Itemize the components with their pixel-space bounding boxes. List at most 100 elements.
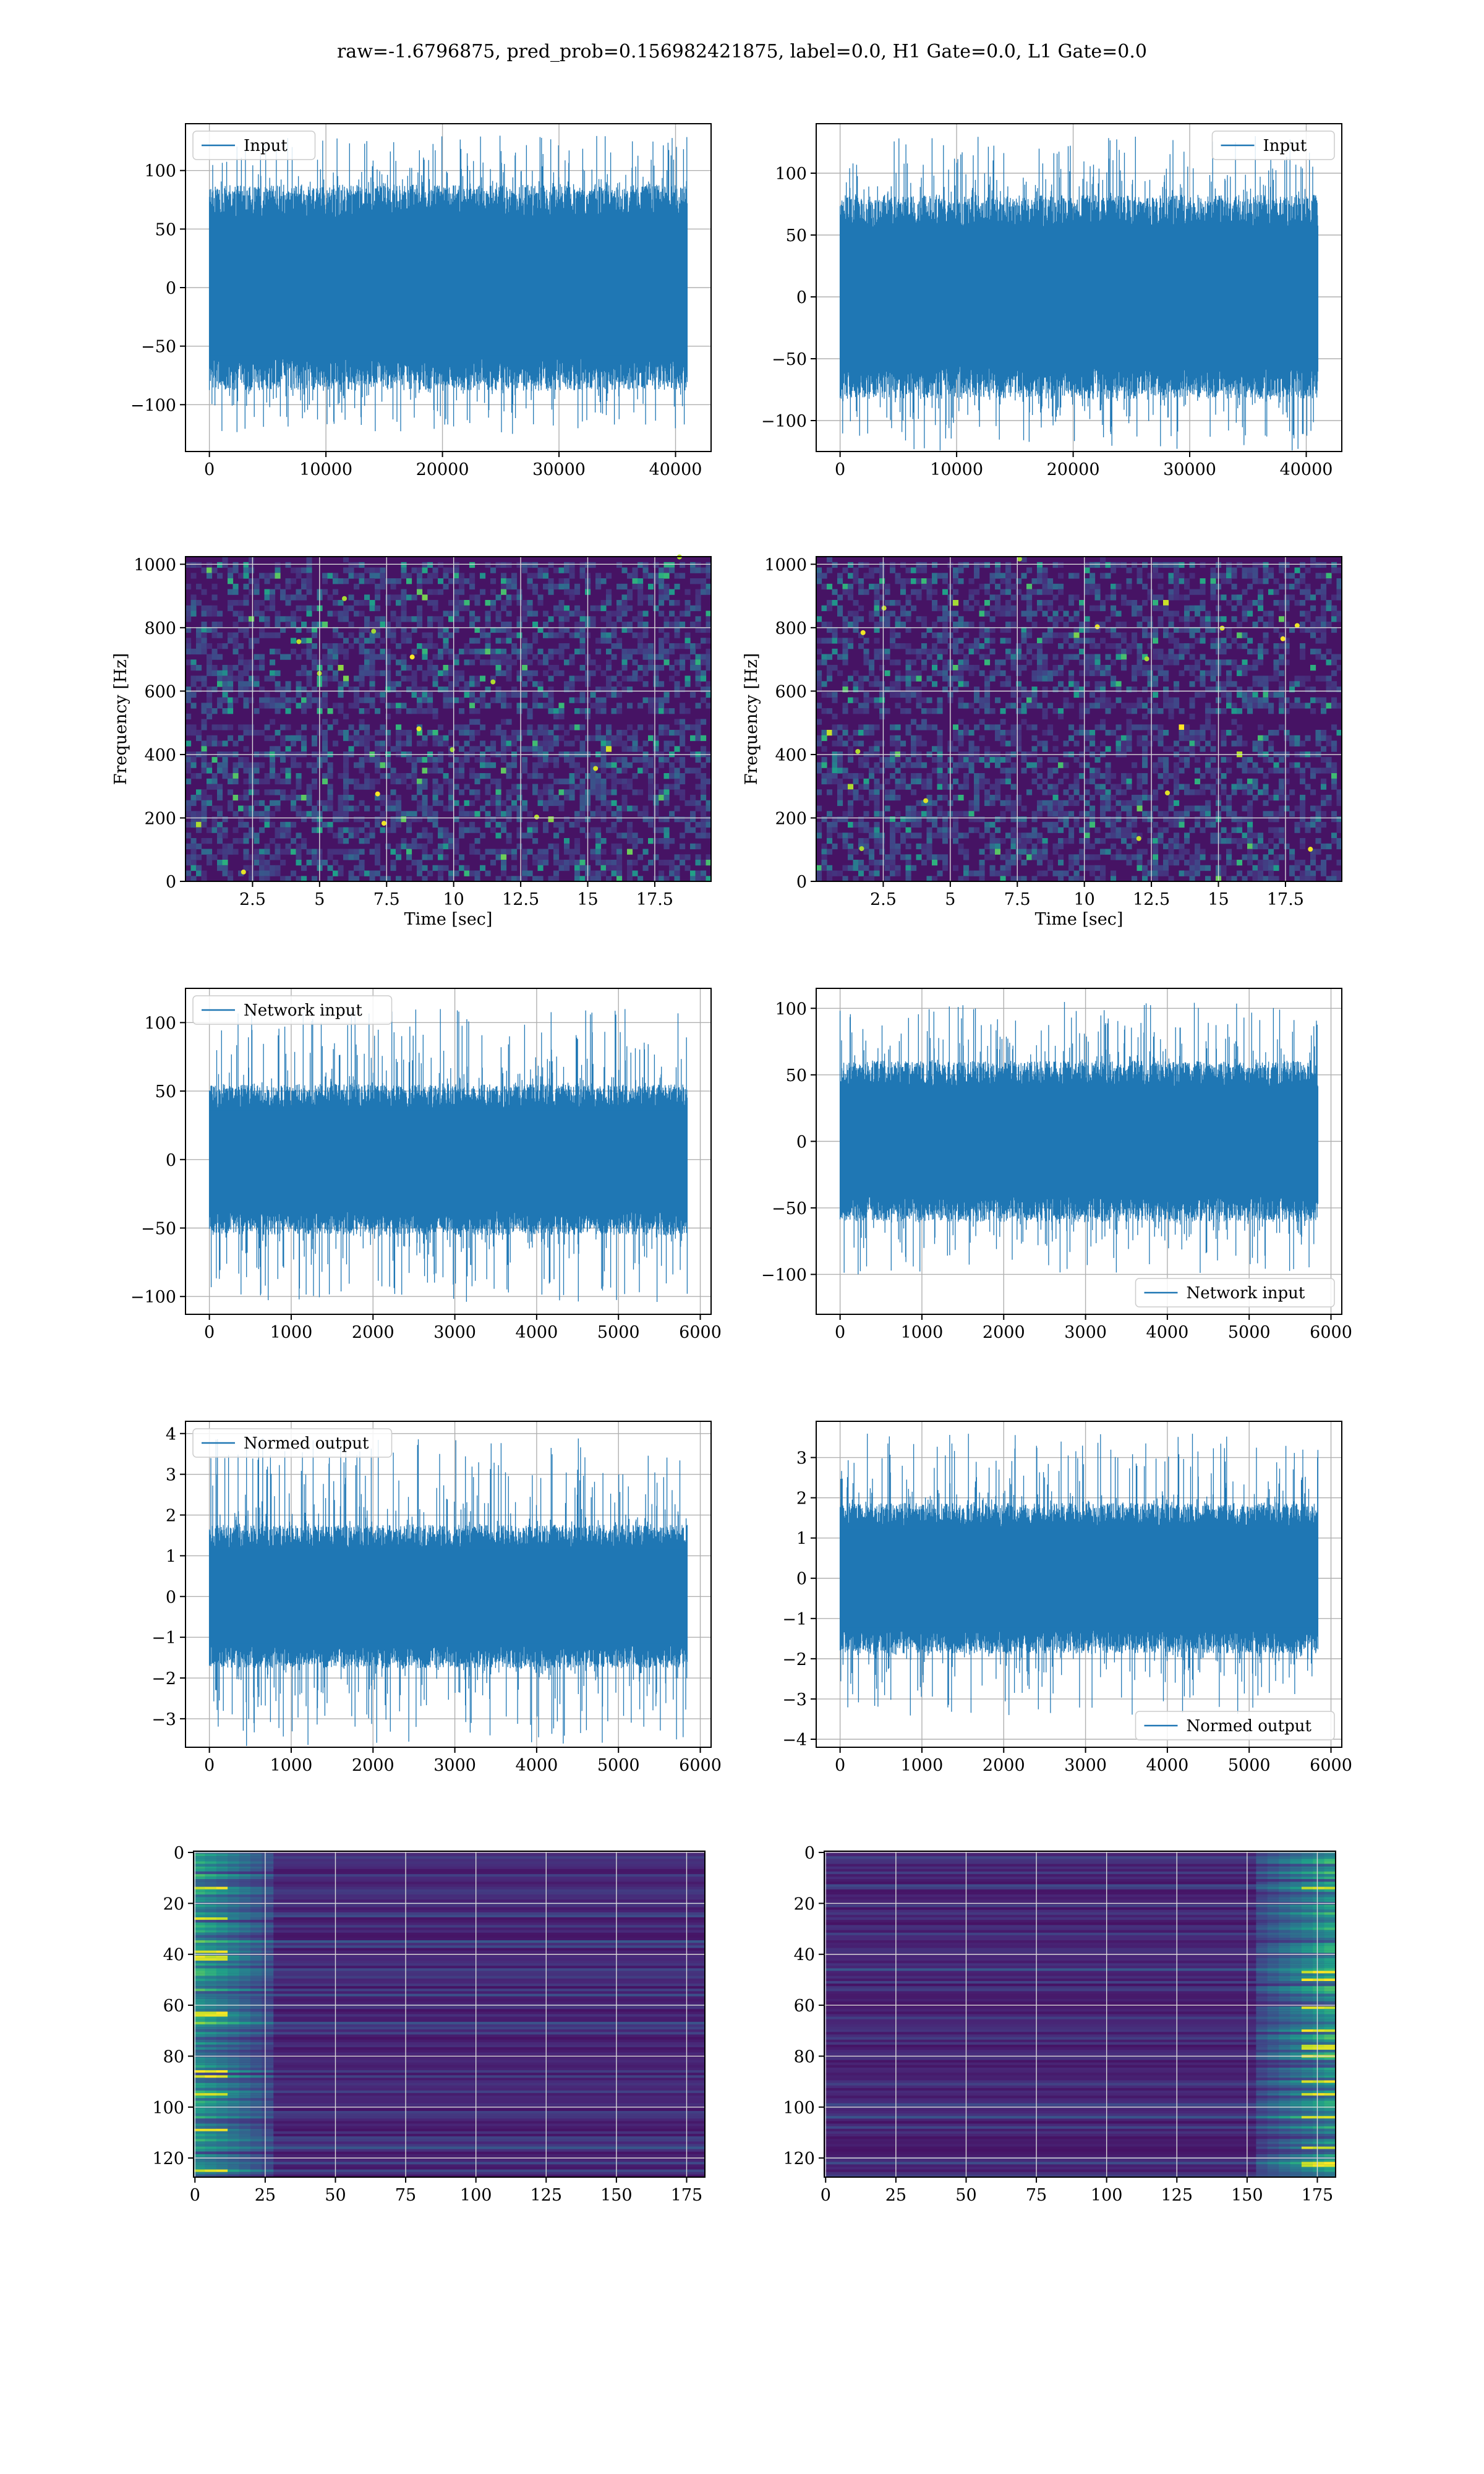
heatmap-cell: [254, 778, 260, 785]
heatmap-cell: [396, 681, 402, 687]
heatmap-cell: [611, 735, 617, 742]
heatmap-cell: [474, 778, 480, 785]
heatmap-cell: [506, 740, 512, 747]
heatmap-cell: [564, 730, 570, 736]
heatmap-cell: [312, 697, 318, 703]
heatmap-cell: [364, 805, 370, 811]
heatmap-cell: [1195, 659, 1201, 666]
heatmap-cell: [222, 675, 228, 682]
heatmap-cell: [548, 665, 554, 671]
heatmap-cell: [979, 816, 985, 823]
heatmap-cell: [506, 627, 512, 633]
heatmap-cell: [1126, 730, 1132, 736]
heatmap-cell: [480, 854, 486, 860]
heatmap-cell: [879, 740, 885, 747]
heatmap-cell: [690, 876, 696, 882]
heatmap-cell: [663, 632, 670, 638]
heatmap-cell: [396, 643, 402, 649]
heatmap-cell: [1026, 659, 1033, 666]
heatmap-cell: [1016, 854, 1022, 860]
heatmap-cell: [1147, 838, 1153, 844]
heatmap-cell: [1158, 811, 1164, 817]
heatmap-cell: [1031, 849, 1038, 855]
heatmap-cell: [553, 735, 560, 742]
heatmap-cell: [984, 697, 991, 703]
heatmap-cell: [364, 627, 370, 633]
heatmap-cell: [301, 843, 307, 850]
heatmap-cell: [201, 610, 207, 617]
heatmap-cell: [890, 756, 896, 763]
heatmap-cell: [600, 756, 607, 763]
heatmap-cell: [1090, 665, 1096, 671]
heatmap-cell: [611, 821, 617, 828]
heatmap-cell: [642, 594, 649, 601]
heatmap-cell: [616, 691, 623, 698]
heatmap-cell: [306, 605, 312, 612]
heatmap-cell: [548, 654, 554, 660]
heatmap-cell: [1052, 616, 1059, 622]
heatmap-cell: [606, 724, 612, 730]
heatmap-cell: [1068, 811, 1075, 817]
heatmap-cell: [579, 816, 586, 823]
heatmap-cell: [1184, 665, 1190, 671]
heatmap-cell: [380, 691, 386, 698]
heatmap-cell: [884, 789, 890, 795]
heatmap-cell: [595, 827, 602, 833]
heatmap-cell: [616, 562, 623, 568]
heatmap-cell: [401, 610, 407, 617]
heatmap-cell: [1063, 740, 1069, 747]
legend-label: Input: [1263, 137, 1307, 155]
heatmap-cell: [343, 811, 349, 817]
heatmap-cell: [1111, 854, 1117, 860]
heatmap-cell: [422, 708, 428, 714]
heatmap-cell: [474, 827, 480, 833]
heatmap-cell: [501, 691, 507, 698]
heatmap-cell: [306, 691, 312, 698]
heatmap-cell: [863, 638, 869, 644]
heatmap-cell: [821, 573, 827, 579]
heatmap-cell: [254, 849, 260, 855]
heatmap-cell: [222, 849, 228, 855]
heatmap-cell: [858, 643, 864, 649]
heatmap-cell: [453, 816, 459, 823]
heatmap-cell: [879, 768, 885, 774]
heatmap-cell: [911, 605, 917, 612]
heatmap-cell: [369, 876, 375, 882]
heatmap-cell: [522, 562, 528, 568]
heatmap-cell: [385, 622, 391, 628]
heatmap-cell: [648, 643, 654, 649]
heatmap-cell: [1163, 746, 1169, 752]
heatmap-cell: [1179, 654, 1185, 660]
heatmap-cell: [1010, 768, 1017, 774]
heatmap-cell: [238, 821, 244, 828]
heatmap-cell: [1068, 632, 1075, 638]
heatmap-cell: [821, 778, 827, 785]
heatmap-cell: [453, 670, 459, 677]
heatmap-cell: [863, 849, 869, 855]
heatmap-cell: [848, 643, 854, 649]
heatmap-cell: [343, 605, 349, 612]
heatmap-cell: [921, 583, 927, 590]
heatmap-cell: [1132, 800, 1138, 807]
heatmap-cell: [1184, 594, 1190, 601]
heatmap-cell: [495, 805, 501, 811]
heatmap-cell: [211, 821, 218, 828]
heatmap-cell: [574, 708, 581, 714]
heatmap-cell: [921, 665, 927, 671]
heatmap-cell: [574, 870, 581, 876]
heatmap-cell: [632, 616, 638, 622]
heatmap-cell: [890, 724, 896, 730]
heatmap-cell: [516, 805, 522, 811]
heatmap-cell: [1031, 622, 1038, 628]
heatmap-cell: [916, 691, 922, 698]
heatmap-cell: [905, 691, 911, 698]
heatmap-cell: [1094, 594, 1101, 601]
heatmap-cell: [259, 762, 265, 768]
heatmap-cell: [595, 870, 602, 876]
heatmap-cell: [848, 784, 854, 790]
heatmap-cell: [690, 578, 696, 584]
heatmap-cell: [333, 659, 339, 666]
heatmap-cell: [701, 860, 707, 866]
heatmap-cell: [312, 627, 318, 633]
heatmap-cell: [1111, 627, 1117, 633]
